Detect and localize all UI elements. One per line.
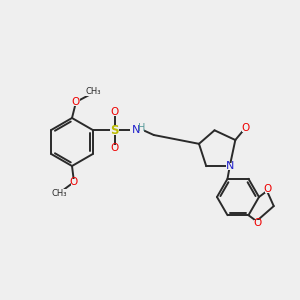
Text: O: O xyxy=(241,123,249,133)
Bar xyxy=(84,88,102,96)
Bar xyxy=(111,109,118,116)
Bar xyxy=(130,126,144,134)
Bar xyxy=(110,125,119,134)
Bar xyxy=(242,124,249,131)
Bar xyxy=(226,163,234,170)
Bar xyxy=(73,98,80,106)
Text: H: H xyxy=(138,123,146,133)
Bar xyxy=(70,178,77,185)
Text: N: N xyxy=(132,125,140,135)
Bar xyxy=(254,220,261,227)
Text: O: O xyxy=(111,143,119,153)
Bar xyxy=(50,189,68,197)
Text: O: O xyxy=(111,107,119,117)
Text: N: N xyxy=(226,161,234,171)
Text: CH₃: CH₃ xyxy=(85,88,101,97)
Text: CH₃: CH₃ xyxy=(51,188,67,197)
Text: S: S xyxy=(110,124,119,136)
Text: O: O xyxy=(72,97,80,107)
Text: O: O xyxy=(264,184,272,194)
Bar xyxy=(111,145,118,152)
Text: O: O xyxy=(70,177,78,187)
Text: O: O xyxy=(254,218,262,228)
Bar xyxy=(265,185,272,193)
